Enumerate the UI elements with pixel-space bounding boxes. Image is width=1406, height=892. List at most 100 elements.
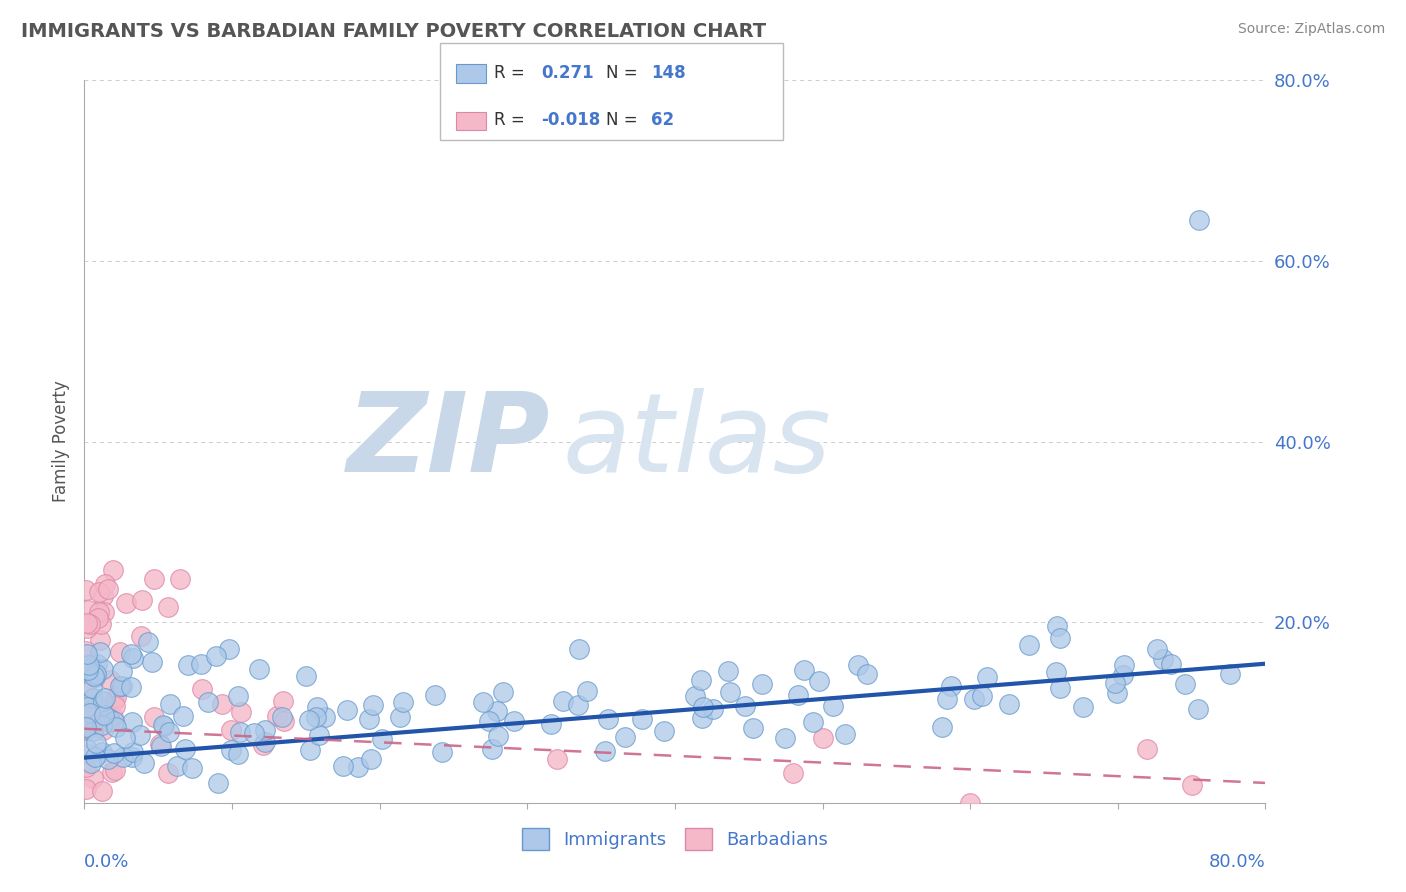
Point — [84, 736, 107, 750]
Point — [76, 664, 98, 678]
Point — [80, 657, 103, 672]
Point — [174, 741, 197, 756]
Point — [1146, 641, 1168, 656]
Point — [97, 710, 120, 724]
Point — [76, 644, 98, 658]
Point — [229, 706, 252, 720]
Point — [254, 734, 277, 748]
Point — [207, 775, 229, 789]
Point — [103, 746, 125, 760]
Point — [152, 718, 174, 732]
Point — [1136, 742, 1159, 756]
Point — [89, 632, 111, 647]
Point — [1071, 700, 1094, 714]
Point — [75, 582, 97, 597]
Point — [773, 731, 796, 746]
Point — [82, 681, 104, 695]
Point — [205, 649, 228, 664]
Legend: Immigrants, Barbadians: Immigrants, Barbadians — [513, 819, 837, 859]
Point — [1104, 676, 1126, 690]
Point — [120, 680, 142, 694]
Point — [100, 673, 122, 687]
Point — [104, 720, 127, 734]
Point — [742, 721, 765, 735]
Point — [1181, 778, 1204, 792]
Point — [567, 698, 589, 712]
Point — [157, 766, 180, 780]
Point — [486, 705, 509, 719]
Point — [114, 731, 136, 745]
Point — [856, 667, 879, 681]
Point — [388, 710, 411, 724]
Point — [82, 691, 104, 706]
Point — [1049, 632, 1071, 646]
Point — [93, 707, 115, 722]
Point — [486, 729, 509, 743]
Point — [153, 718, 176, 732]
Point — [94, 576, 117, 591]
Point — [1152, 652, 1174, 666]
Point — [359, 712, 381, 726]
Point — [91, 662, 114, 676]
Point — [87, 584, 110, 599]
Point — [80, 756, 103, 770]
Point — [76, 742, 98, 756]
Point — [86, 714, 108, 729]
Point — [121, 714, 143, 729]
Point — [683, 689, 706, 703]
Point — [690, 710, 713, 724]
Point — [111, 664, 134, 678]
Point — [472, 695, 495, 709]
Point — [93, 605, 115, 619]
Point — [271, 710, 294, 724]
Point — [156, 600, 179, 615]
Point — [82, 724, 104, 739]
Point — [1188, 213, 1211, 227]
Point — [1046, 619, 1069, 633]
Point — [247, 662, 270, 676]
Point — [963, 692, 986, 706]
Point — [93, 691, 115, 706]
Point — [540, 717, 562, 731]
Point — [104, 764, 127, 778]
Point — [136, 635, 159, 649]
Point — [1187, 702, 1209, 716]
Point — [142, 710, 165, 724]
Point — [190, 657, 212, 672]
Point — [1219, 667, 1241, 681]
Point — [177, 658, 200, 673]
Point — [76, 647, 98, 661]
Point — [83, 669, 105, 683]
Point — [211, 697, 233, 711]
Point — [91, 745, 114, 759]
Text: 0.271: 0.271 — [541, 64, 593, 82]
Point — [90, 617, 112, 632]
Point — [75, 662, 97, 676]
Point — [91, 784, 114, 798]
Point — [143, 572, 166, 586]
Point — [271, 694, 294, 708]
Point — [782, 766, 804, 780]
Point — [598, 712, 620, 726]
Point — [148, 737, 170, 751]
Point — [115, 596, 138, 610]
Point — [97, 582, 120, 597]
Point — [101, 563, 124, 577]
Point — [111, 750, 134, 764]
Point — [104, 698, 127, 713]
Point — [101, 765, 124, 780]
Point — [347, 759, 370, 773]
Point — [308, 728, 330, 742]
Point — [1018, 638, 1040, 652]
Point — [430, 745, 453, 759]
Text: 0.0%: 0.0% — [84, 854, 129, 871]
Point — [91, 589, 114, 603]
Point — [150, 739, 173, 754]
Point — [361, 698, 384, 712]
Point — [314, 710, 336, 724]
Point — [76, 685, 98, 699]
Point — [936, 692, 959, 706]
Point — [79, 706, 101, 720]
Point — [103, 693, 125, 707]
Point — [75, 720, 97, 734]
